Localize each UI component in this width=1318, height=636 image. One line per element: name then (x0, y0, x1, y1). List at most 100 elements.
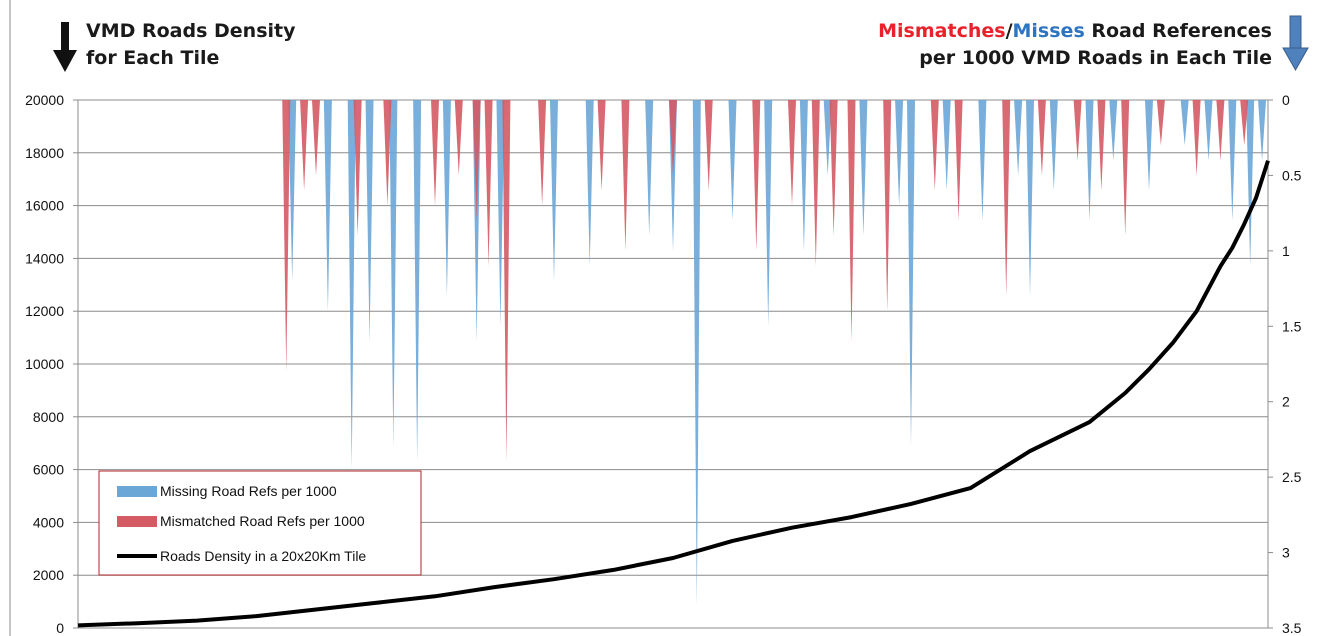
mismatched-bar (1192, 100, 1201, 176)
missing-bar (1258, 100, 1267, 161)
missing-bar (895, 100, 904, 206)
mismatched-bar (621, 100, 630, 251)
mismatched-bar (704, 100, 713, 191)
missing-bar (907, 100, 915, 447)
density-line (77, 160, 1270, 628)
right-tick-label: 3 (1282, 545, 1290, 561)
right-title-rest: Road References (1084, 20, 1272, 42)
mismatched-bar (1073, 100, 1082, 161)
left-tick-label: 12000 (25, 303, 64, 319)
left-tick-label: 18000 (25, 145, 64, 161)
mismatched-bar (300, 100, 309, 191)
missing-bar (413, 100, 422, 463)
mismatched-bar (883, 100, 892, 312)
right-tick-label: 1 (1282, 243, 1290, 259)
left-axis-title: VMD Roads Density for Each Tile (86, 18, 296, 72)
legend-swatch-missing (117, 486, 157, 497)
left-tick-label: 10000 (25, 356, 64, 372)
mismatched-bar (752, 100, 761, 251)
right-title-line1: Mismatches/Misses Road References (878, 18, 1272, 45)
missing-bar (1246, 100, 1255, 266)
legend-label-missing: Missing Road Refs per 1000 (160, 483, 337, 499)
left-tick-label: 0 (56, 620, 64, 636)
mismatched-bar (383, 100, 392, 206)
mismatched-bar (829, 100, 838, 236)
mismatched-bars (282, 100, 1249, 463)
missing-bar (365, 100, 374, 342)
mismatched-bar (1037, 100, 1046, 176)
mismatched-bar (472, 100, 481, 221)
mismatched-bar (930, 100, 939, 191)
missing-bar (645, 100, 654, 236)
right-axis-ticks: 0 0.5 1 1.5 2 2.5 3 3.5 (1268, 92, 1302, 636)
right-title-separator: / (1005, 20, 1013, 42)
missing-bar (942, 100, 951, 191)
arrow-down-black-icon (53, 22, 77, 72)
missing-bar (1180, 100, 1189, 146)
mismatched-bar (597, 100, 606, 191)
missing-bar (799, 100, 808, 251)
missing-bar (728, 100, 737, 221)
mismatched-bar (312, 100, 320, 176)
missing-bar (496, 100, 505, 327)
right-tick-label: 0.5 (1282, 167, 1302, 183)
missing-bar (1014, 100, 1023, 176)
left-title-line1: VMD Roads Density (86, 20, 296, 42)
missing-bar (1085, 100, 1094, 221)
mismatched-bar (502, 100, 511, 463)
right-axis-title: Mismatches/Misses Road References per 10… (878, 18, 1272, 72)
mismatched-bar (1156, 100, 1165, 146)
mismatched-bar (669, 100, 677, 176)
mismatched-bar (484, 100, 493, 266)
missing-bar (585, 100, 594, 266)
mismatched-bar (431, 100, 439, 206)
right-title-line2: per 1000 VMD Roads in Each Tile (919, 47, 1272, 69)
right-tick-label: 1.5 (1282, 318, 1302, 334)
left-tick-label: 16000 (25, 198, 64, 214)
missing-bar (692, 100, 701, 606)
mismatched-bar (1121, 100, 1130, 236)
missing-bar (288, 100, 297, 282)
arrow-down-blue-icon (1282, 15, 1309, 72)
missing-bar (1204, 100, 1213, 161)
right-tick-label: 0 (1282, 92, 1290, 108)
left-tick-label: 20000 (25, 92, 64, 108)
missing-bar (442, 100, 451, 297)
right-tick-label: 2.5 (1282, 469, 1302, 485)
mismatched-bar (538, 100, 547, 206)
mismatched-bar (282, 100, 291, 372)
mismatched-bar (1216, 100, 1225, 161)
mismatched-bar (811, 100, 820, 266)
left-title-line2: for Each Tile (86, 47, 220, 69)
missing-bar (1145, 100, 1153, 191)
missing-bar (978, 100, 987, 221)
mismatched-bar (353, 100, 362, 236)
missing-bar (764, 100, 773, 327)
missing-bar (1228, 100, 1237, 221)
left-tick-label: 6000 (33, 462, 64, 478)
right-title-mismatches: Mismatches (878, 20, 1006, 42)
legend-swatch-mismatched (117, 516, 157, 527)
missing-bar (323, 100, 332, 312)
missing-bar (389, 100, 398, 447)
right-tick-label: 3.5 (1282, 620, 1302, 636)
mismatched-bar (788, 100, 796, 206)
legend: Missing Road Refs per 1000 Mismatched Ro… (98, 470, 422, 576)
missing-bar (550, 100, 558, 282)
right-title-misses: Misses (1012, 20, 1085, 42)
missing-bar (347, 100, 356, 470)
mismatched-bar (954, 100, 963, 221)
left-axis-ticks: 0 2000 4000 6000 8000 10000 12000 14000 16000 180… (25, 92, 78, 636)
missing-bar (823, 100, 832, 176)
legend-label-mismatched: Mismatched Road Refs per 1000 (160, 513, 365, 529)
right-tick-label: 2 (1282, 394, 1290, 410)
mismatched-bar (847, 100, 856, 342)
left-tick-label: 4000 (33, 514, 64, 530)
mismatched-bar (1002, 100, 1011, 297)
missing-bar (1049, 100, 1058, 191)
mismatched-bar (1240, 100, 1249, 146)
legend-label-density: Roads Density in a 20x20Km Tile (160, 548, 366, 564)
missing-bar (859, 100, 868, 236)
